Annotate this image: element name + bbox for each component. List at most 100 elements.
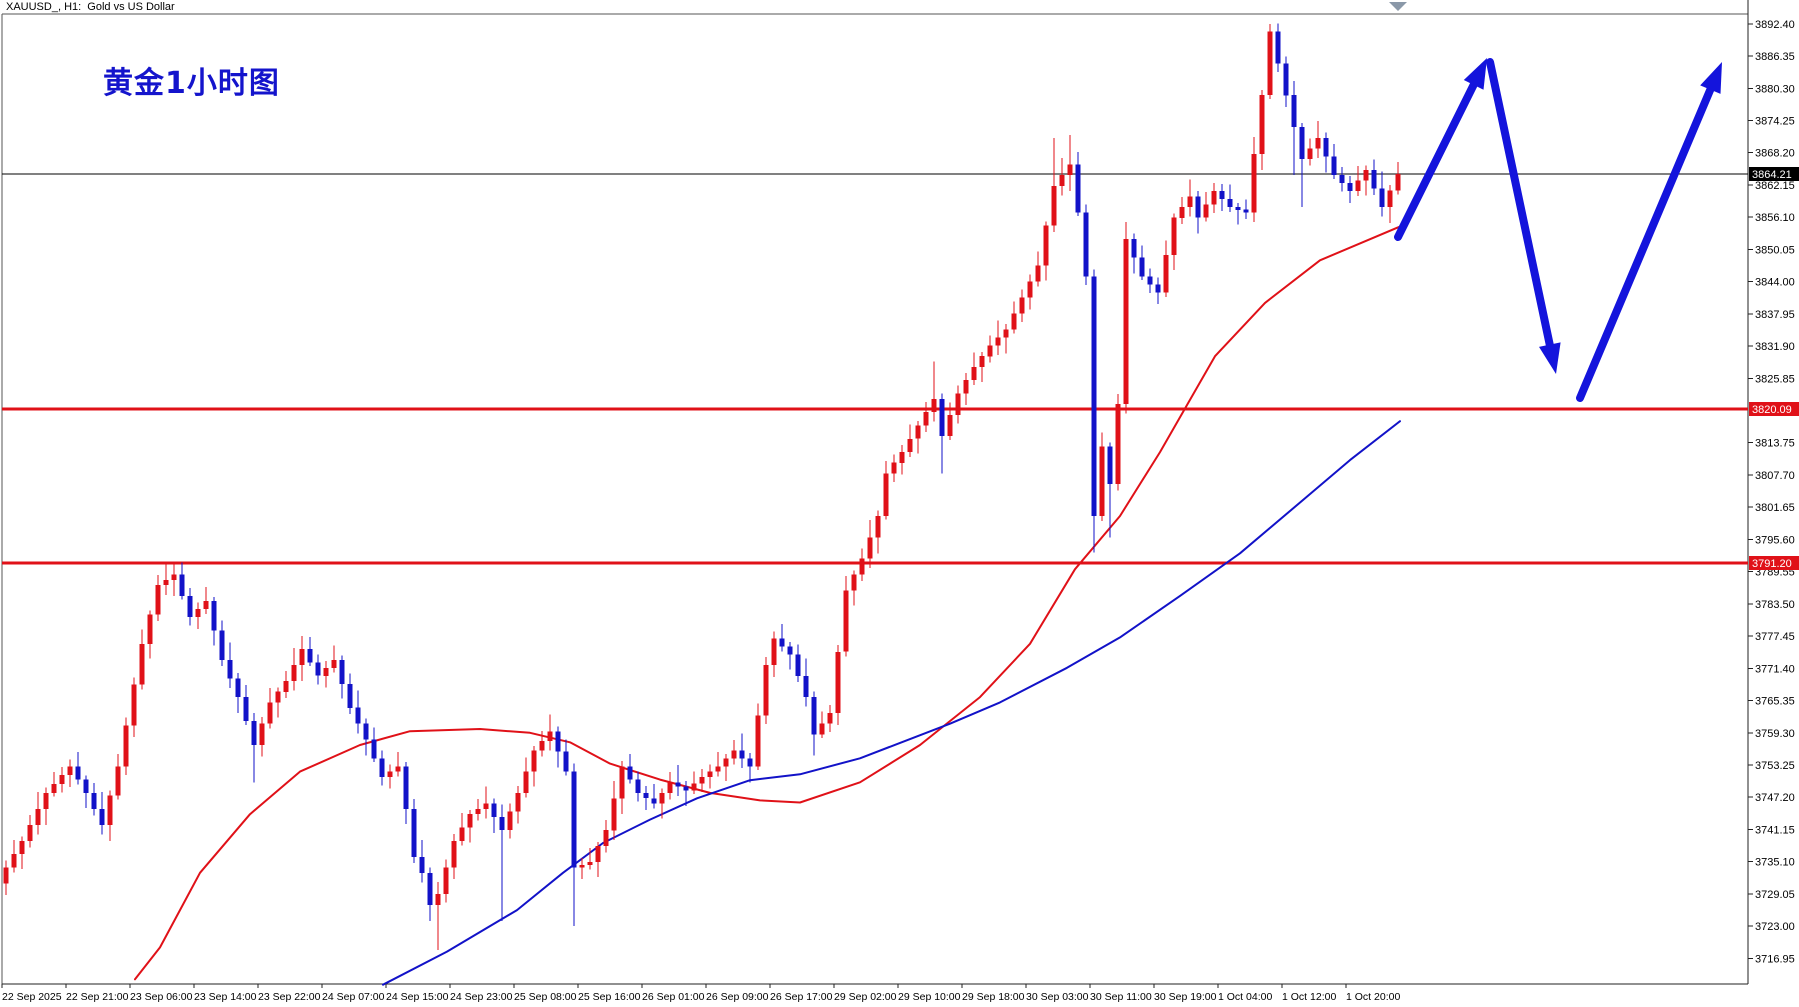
trend-arrow-down-head[interactable] xyxy=(1539,342,1561,374)
candle-body xyxy=(643,792,649,799)
time-axis-label[interactable]: 22 Sep 21:00 xyxy=(66,991,129,1003)
time-axis-label[interactable]: 26 Sep 09:00 xyxy=(706,991,769,1003)
candle-body xyxy=(851,574,857,591)
candle-body xyxy=(1267,31,1273,96)
price-axis-label: 3880.30 xyxy=(1755,83,1795,95)
candle-body xyxy=(27,824,33,841)
candle-body xyxy=(899,452,905,463)
time-axis-label[interactable]: 23 Sep 22:00 xyxy=(258,991,321,1003)
candle-body xyxy=(947,414,953,437)
candle-body xyxy=(667,782,673,793)
trend-arrow-up-shaft[interactable] xyxy=(1394,73,1482,241)
candle-body xyxy=(1307,148,1313,160)
candle-body xyxy=(259,723,265,745)
resistance-price-box xyxy=(1749,402,1799,416)
candle-body xyxy=(1299,127,1305,160)
candle-body xyxy=(1035,265,1041,282)
candle-body xyxy=(819,723,825,735)
candle-body xyxy=(1243,209,1249,213)
time-axis-label[interactable]: 25 Sep 16:00 xyxy=(578,991,641,1003)
candle-body xyxy=(923,412,929,426)
candle-body xyxy=(867,537,873,559)
candle-body xyxy=(59,775,65,785)
time-axis-label[interactable]: 1 Oct 04:00 xyxy=(1218,991,1272,1003)
candle-body xyxy=(907,438,913,453)
time-axis-label[interactable]: 29 Sep 10:00 xyxy=(898,991,961,1003)
candle-body xyxy=(507,811,513,831)
candle-body xyxy=(35,808,41,825)
candle-body xyxy=(539,741,545,751)
slow-ma-blue[interactable] xyxy=(382,420,1401,986)
candle-body xyxy=(1347,183,1353,192)
candle-body xyxy=(1083,212,1089,277)
candle-body xyxy=(11,854,17,868)
candle-body xyxy=(843,590,849,652)
price-axis-label: 3795.60 xyxy=(1755,534,1795,546)
candle-body xyxy=(1283,63,1289,96)
trend-arrow-down-shaft[interactable] xyxy=(1486,58,1556,357)
candle-body xyxy=(107,795,113,825)
time-axis-label[interactable]: 23 Sep 06:00 xyxy=(130,991,193,1003)
time-axis-label[interactable]: 25 Sep 08:00 xyxy=(514,991,577,1003)
candle-body xyxy=(395,766,401,772)
time-axis-label[interactable]: 26 Sep 17:00 xyxy=(770,991,833,1003)
candle-body xyxy=(835,651,841,713)
time-axis-label[interactable]: 30 Sep 11:00 xyxy=(1090,991,1152,1003)
price-axis-label: 3813.75 xyxy=(1755,438,1795,450)
time-axis-label[interactable]: 30 Sep 03:00 xyxy=(1026,991,1089,1003)
price-axis-label: 3741.15 xyxy=(1755,824,1795,836)
trend-arrow-up-shaft[interactable] xyxy=(1576,78,1718,402)
candle-body xyxy=(747,758,753,767)
trend-arrow-up-head[interactable] xyxy=(1700,62,1722,94)
time-axis-label[interactable]: 29 Sep 18:00 xyxy=(962,991,1025,1003)
candle-body xyxy=(195,609,201,618)
price-axis-label: 3753.25 xyxy=(1755,760,1795,772)
candles xyxy=(3,23,1401,951)
time-axis-label[interactable]: 1 Oct 12:00 xyxy=(1282,991,1336,1003)
chart-symbol-title: XAUUSD_, H1: Gold vs US Dollar xyxy=(6,1,175,13)
candle-body xyxy=(411,808,417,857)
candle-body xyxy=(1387,190,1393,207)
candle-body xyxy=(123,725,129,767)
candle-body xyxy=(275,691,281,703)
candle-body xyxy=(883,473,889,516)
time-axis-label[interactable]: 26 Sep 01:00 xyxy=(642,991,705,1003)
fast-ma-red[interactable] xyxy=(134,224,1403,981)
candle-body xyxy=(155,585,161,615)
chart-annotation: 黄金1小时图 xyxy=(103,66,280,101)
candle-body xyxy=(219,630,225,660)
candle-body xyxy=(67,766,73,776)
time-axis-label[interactable]: 23 Sep 14:00 xyxy=(194,991,257,1003)
candle-body xyxy=(627,766,633,780)
candle-body xyxy=(675,782,681,787)
chart-shift-marker-icon[interactable] xyxy=(1389,2,1407,11)
candle-body xyxy=(1179,207,1185,218)
candle-body xyxy=(1291,95,1297,128)
time-axis-label[interactable]: 24 Sep 15:00 xyxy=(386,991,449,1003)
candle-body xyxy=(1163,255,1169,293)
time-axis-label[interactable]: 1 Oct 20:00 xyxy=(1346,991,1400,1003)
candle-body xyxy=(1075,164,1081,213)
price-axis-label: 3777.45 xyxy=(1755,631,1795,643)
candle-body xyxy=(451,840,457,868)
candle-body xyxy=(1099,446,1105,516)
time-axis-label[interactable]: 24 Sep 07:00 xyxy=(322,991,385,1003)
price-axis-label: 3868.20 xyxy=(1755,148,1795,160)
candle-body xyxy=(1051,185,1057,226)
time-axis-label[interactable]: 22 Sep 2025 xyxy=(2,991,62,1003)
price-axis-label: 3844.00 xyxy=(1755,277,1795,289)
time-axis-label[interactable]: 29 Sep 02:00 xyxy=(834,991,897,1003)
price-axis-label: 3759.30 xyxy=(1755,728,1795,740)
candle-body xyxy=(875,516,881,538)
time-axis-label[interactable]: 24 Sep 23:00 xyxy=(450,991,513,1003)
price-axis-label: 3874.25 xyxy=(1755,116,1795,128)
candle-body xyxy=(459,827,465,841)
price-axis-label: 3886.35 xyxy=(1755,51,1795,63)
candle-body xyxy=(203,601,209,610)
time-axis-label[interactable]: 30 Sep 19:00 xyxy=(1154,991,1217,1003)
trend-arrow-up-head[interactable] xyxy=(1463,58,1487,90)
candle-body xyxy=(43,792,49,809)
candle-body xyxy=(755,715,761,767)
candle-body xyxy=(363,723,369,740)
